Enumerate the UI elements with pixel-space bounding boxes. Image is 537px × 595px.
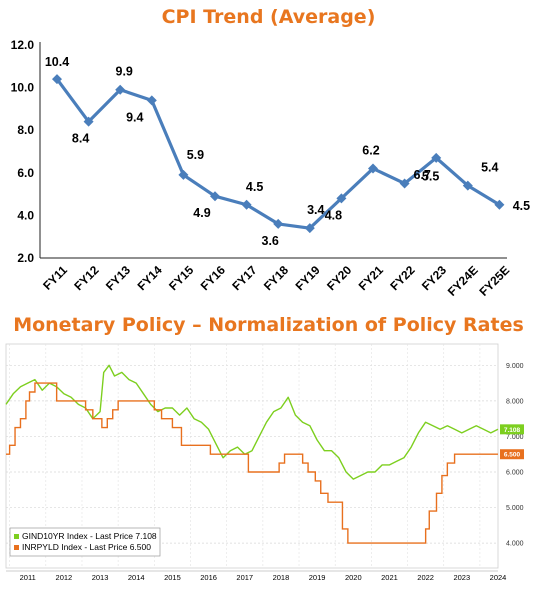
- y-tick-label: 8.0: [17, 123, 34, 137]
- data-label: 9.9: [116, 65, 133, 79]
- y-tick-label: 12.0: [11, 38, 35, 52]
- y-tick-label: 5.000: [506, 505, 524, 512]
- data-point-marker: [83, 116, 94, 127]
- data-label: 6.7: [414, 168, 431, 182]
- data-label: 4.5: [513, 199, 530, 213]
- cpi-series-line: [55, 78, 501, 230]
- data-point-marker: [368, 163, 378, 174]
- last-value-tag: [500, 424, 524, 435]
- data-point-marker: [178, 169, 189, 180]
- data-label: 10.4: [45, 55, 69, 69]
- policy-rates-chart: 4.000 5.000 6.000 7.000 8.000 9.000 2011 2012 20…: [5, 343, 524, 582]
- data-label: 5.5: [422, 169, 439, 183]
- x-tick-label: FY17: [229, 263, 259, 293]
- y-tick-label: 9.000: [506, 363, 524, 370]
- y-tick-label: 6.0: [17, 166, 34, 180]
- x-tick-label: 2019: [309, 573, 326, 582]
- x-tick-label: 2013: [92, 573, 109, 582]
- data-point-marker: [462, 180, 473, 191]
- data-label: 9.4: [126, 110, 143, 124]
- x-tick-label: 2024: [490, 573, 507, 582]
- x-tick-label: FY11: [40, 263, 70, 293]
- x-tick-label: 2022: [417, 573, 434, 582]
- x-tick-label: FY16: [198, 263, 228, 293]
- x-tick-label: FY24E: [445, 263, 481, 299]
- data-label: 3.6: [262, 234, 279, 248]
- x-tick-label: FY15: [166, 263, 196, 293]
- x-tick-label: FY22: [387, 263, 417, 293]
- last-value-tag-label: 7.108: [504, 427, 521, 434]
- x-tick-label: 2012: [56, 573, 73, 582]
- last-value-tag-label: 6.500: [504, 452, 521, 459]
- x-tick-label: 2016: [200, 573, 217, 582]
- data-point-marker: [210, 191, 220, 202]
- x-tick-label: 2014: [128, 573, 145, 582]
- data-label: 4.5: [246, 180, 263, 194]
- data-point-marker: [273, 218, 284, 229]
- policy-chart-title: Monetary Policy – Normalization of Polic…: [13, 314, 524, 336]
- x-tick-label: 2018: [273, 573, 290, 582]
- data-point-marker: [399, 178, 410, 189]
- data-label: 5.4: [481, 161, 498, 175]
- cpi-trend-chart: 2.0 4.0 6.0 8.0 10.0 12.0 FY11 FY12 FY13 FY14 FY15…: [11, 38, 530, 299]
- x-tick-label: FY13: [103, 263, 133, 293]
- data-label: 6.2: [362, 144, 379, 158]
- x-tick-label: FY20: [324, 263, 354, 293]
- data-point-marker: [52, 74, 62, 85]
- last-value-tag: [500, 449, 524, 460]
- data-label: 8.4: [72, 132, 89, 146]
- y-tick-label: 4.0: [17, 208, 34, 222]
- legend-swatch: [14, 545, 19, 550]
- x-tick-label: 2015: [164, 573, 181, 582]
- x-tick-label: FY12: [71, 263, 101, 293]
- x-tick-label: FY14: [135, 263, 165, 293]
- cpi-chart-title: CPI Trend (Average): [161, 6, 376, 28]
- data-point-marker: [115, 84, 126, 95]
- x-tick-label: 2021: [381, 573, 398, 582]
- data-label: 4.9: [193, 206, 210, 220]
- data-label: 4.8: [325, 208, 342, 222]
- legend-label: GIND10YR Index - Last Price 7.108: [22, 531, 157, 541]
- data-point-marker: [241, 199, 252, 210]
- x-tick-label: 2011: [20, 573, 36, 582]
- data-label: 5.9: [187, 148, 204, 162]
- x-tick-label: 2017: [236, 573, 253, 582]
- legend-label: INRPYLD Index - Last Price 6.500: [22, 542, 151, 552]
- data-point-marker: [494, 199, 505, 210]
- bond-yield-series-line: [5, 364, 499, 480]
- data-label: 3.4: [307, 203, 324, 217]
- x-tick-label: 2023: [453, 573, 470, 582]
- data-point-marker: [146, 95, 157, 106]
- policy-rate-series-line: [6, 382, 498, 544]
- x-tick-label: FY19: [293, 263, 323, 293]
- y-tick-label: 7.000: [506, 434, 524, 441]
- data-point-marker: [304, 223, 315, 234]
- data-point-marker: [336, 193, 347, 204]
- y-tick-label: 8.000: [506, 398, 524, 405]
- y-tick-label: 6.000: [506, 470, 524, 477]
- y-tick-label: 2.0: [17, 251, 34, 265]
- x-tick-label: FY25E: [477, 263, 513, 299]
- legend-swatch: [14, 534, 19, 539]
- y-tick-label: 10.0: [11, 81, 35, 95]
- x-tick-label: 2020: [345, 573, 362, 582]
- y-tick-label: 4.000: [506, 541, 524, 548]
- legend-box: [9, 527, 161, 557]
- x-tick-label: FY21: [356, 263, 386, 293]
- x-tick-label: FY18: [261, 263, 291, 293]
- data-point-marker: [431, 152, 442, 163]
